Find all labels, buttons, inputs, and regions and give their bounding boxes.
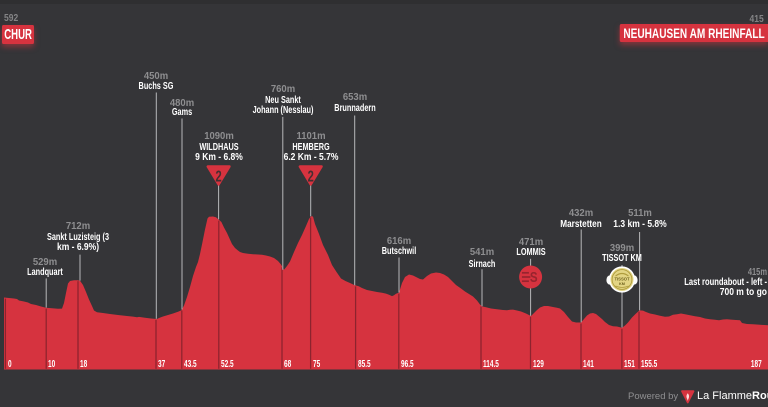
svg-text:TISSOT: TISSOT [614,276,630,281]
svg-text:2: 2 [308,168,314,185]
svg-text:S: S [530,269,538,286]
svg-text:2: 2 [215,168,221,185]
svg-text:KM: KM [619,282,625,286]
